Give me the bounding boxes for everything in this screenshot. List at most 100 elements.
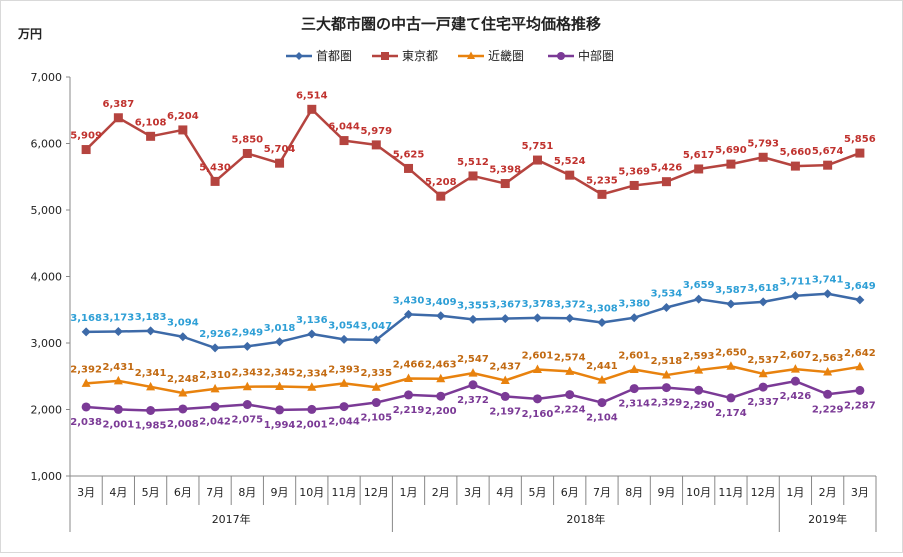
- data-label: 5,704: [264, 144, 296, 155]
- data-point: [500, 391, 510, 401]
- x-tick-label: 12月: [751, 486, 776, 499]
- x-tick-label: 7月: [593, 486, 611, 499]
- data-label: 2,174: [715, 408, 747, 419]
- data-label: 2,290: [683, 400, 715, 411]
- data-point: [178, 404, 188, 414]
- data-label: 2,314: [618, 399, 650, 410]
- legend-marker: [381, 52, 389, 60]
- data-point: [468, 380, 478, 390]
- data-label: 3,741: [812, 275, 844, 286]
- data-point: [597, 189, 607, 199]
- data-label: 5,909: [70, 131, 102, 142]
- data-point: [629, 180, 639, 190]
- data-point: [81, 378, 91, 387]
- data-point: [726, 361, 736, 370]
- legend-marker: [467, 51, 475, 59]
- x-axis: 3月 4月 5月 6月 7月 8月 9月 10月 11月 12月 1月 2月 3月 4月 5月 6月 7月 8月 9…: [69, 475, 877, 532]
- data-label: 3,094: [167, 318, 199, 329]
- data-label: 2,607: [780, 350, 812, 361]
- data-label: 3,430: [393, 295, 425, 306]
- data-label: 2,248: [167, 374, 199, 385]
- data-point: [146, 131, 156, 141]
- x-tick-label: 8月: [625, 486, 643, 499]
- data-point: [210, 176, 220, 186]
- data-label: 5,625: [393, 149, 425, 160]
- data-point: [629, 384, 639, 394]
- data-label: 3,372: [554, 299, 586, 310]
- data-label: 2,949: [231, 327, 263, 338]
- data-point: [113, 326, 123, 336]
- data-label: 2,601: [618, 351, 650, 362]
- data-point: [855, 148, 865, 158]
- data-label: 3,308: [586, 304, 618, 315]
- data-label: 2,441: [586, 361, 618, 372]
- data-label: 2,926: [199, 329, 231, 340]
- x-tick-label: 4月: [496, 486, 514, 499]
- legend-label: 東京都: [402, 49, 438, 63]
- data-point: [307, 382, 317, 391]
- data-point: [694, 365, 704, 374]
- data-point: [307, 329, 317, 339]
- data-label: 5,674: [812, 146, 844, 157]
- data-point: [275, 405, 285, 415]
- data-label: 3,380: [618, 299, 650, 310]
- legend-marker: [295, 52, 303, 60]
- data-point: [565, 390, 575, 400]
- data-point: [500, 179, 510, 189]
- data-point: [275, 337, 285, 347]
- data-label: 2,563: [812, 353, 844, 364]
- data-point: [210, 343, 220, 353]
- x-tick-label: 3月: [851, 486, 869, 499]
- data-point: [468, 314, 478, 324]
- year-label: 2019年: [808, 512, 847, 526]
- x-tick-label: 10月: [686, 486, 711, 499]
- data-label: 2,642: [844, 348, 876, 359]
- data-label: 2,229: [812, 404, 844, 415]
- data-point: [823, 389, 833, 399]
- data-label: 2,437: [489, 361, 521, 372]
- data-point: [758, 297, 768, 307]
- data-point: [726, 393, 736, 403]
- data-point: [468, 171, 478, 181]
- data-point: [113, 113, 123, 123]
- x-tick-label: 4月: [109, 486, 127, 499]
- data-point: [694, 164, 704, 174]
- data-point: [81, 145, 91, 155]
- data-label: 3,649: [844, 281, 876, 292]
- legend-item: 首都圏: [286, 49, 352, 63]
- data-point: [532, 155, 542, 165]
- y-tick-label: 5,000: [31, 204, 63, 217]
- data-label: 5,369: [618, 166, 650, 177]
- data-label: 2,345: [264, 368, 296, 379]
- data-label: 3,587: [715, 285, 747, 296]
- legend-label: 近畿圏: [488, 49, 524, 63]
- data-label: 2,334: [296, 368, 328, 379]
- data-label: 3,659: [683, 280, 715, 291]
- data-label: 2,392: [70, 364, 102, 375]
- data-label: 2,104: [586, 413, 618, 424]
- data-point: [855, 361, 865, 371]
- data-point: [307, 404, 317, 414]
- legend: 首都圏 東京都 近畿圏 中部圏: [286, 48, 614, 63]
- data-point: [371, 140, 381, 150]
- data-label: 3,047: [360, 321, 392, 332]
- data-point: [694, 385, 704, 395]
- data-label: 5,850: [231, 134, 263, 145]
- data-point: [790, 291, 800, 301]
- series-4: 2,038 2,001 1,985 2,008 2,042 2,075 1,994 2,001…: [70, 376, 876, 431]
- data-point: [661, 177, 671, 187]
- year-label: 2017年: [212, 512, 251, 526]
- data-point: [565, 313, 575, 323]
- legend-item: 中部圏: [548, 48, 614, 63]
- data-point: [113, 404, 123, 414]
- x-tick-label: 3月: [464, 486, 482, 499]
- data-label: 5,524: [554, 156, 586, 167]
- data-point: [823, 367, 833, 376]
- data-point: [468, 368, 478, 377]
- data-point: [436, 191, 446, 201]
- data-point: [404, 373, 414, 383]
- data-label: 2,044: [328, 417, 360, 428]
